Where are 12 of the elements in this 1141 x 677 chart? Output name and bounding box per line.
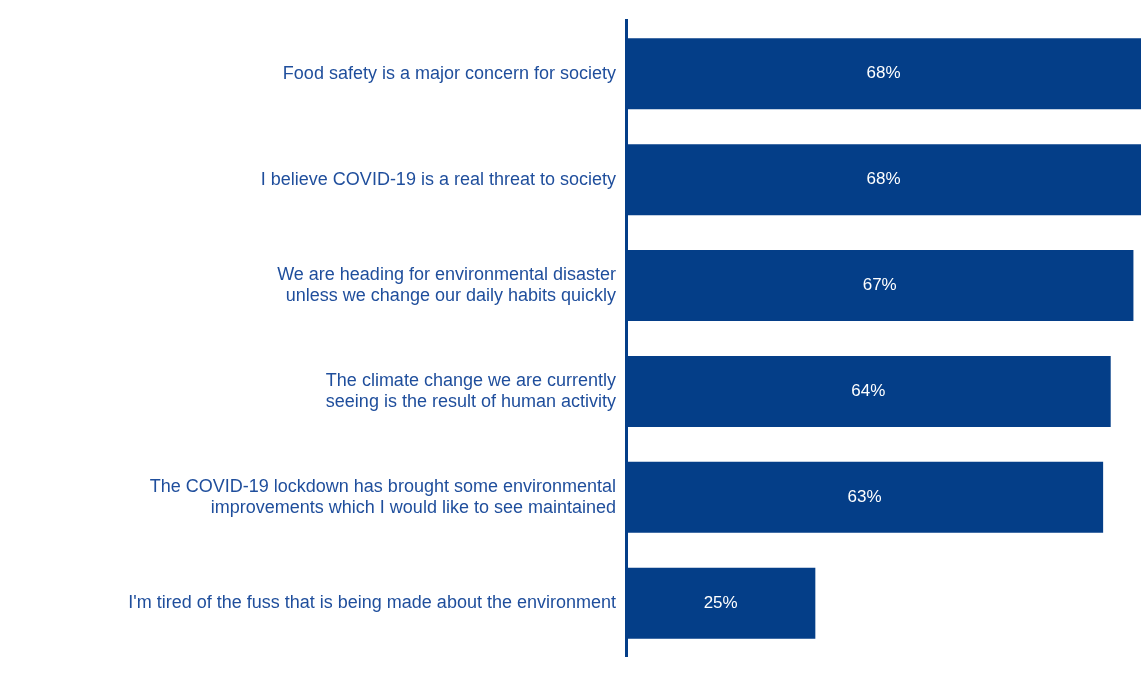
- y-tick-label: The climate change we are currently seeing is the result of human activity: [325, 369, 616, 412]
- y-tick-label: The COVID-19 lockdown has brought some environmental improvements which I would like to see maintained: [149, 475, 616, 518]
- y-tick-label: Food safety is a major concern for society: [282, 62, 616, 83]
- data-label: 64%: [851, 381, 886, 401]
- y-tick-label: I'm tired of the fuss that is being made about the environment: [128, 592, 616, 613]
- data-label: 68%: [866, 169, 901, 189]
- y-tick-label: I believe COVID-19 is a real threat to society: [260, 168, 616, 189]
- data-label: 25%: [703, 592, 738, 612]
- data-label: 68%: [866, 63, 901, 83]
- data-label: 67%: [862, 275, 897, 295]
- y-tick-label: We are heading for environmental disaster unless we change our daily habits quickly: [277, 263, 616, 306]
- data-label: 63%: [847, 487, 882, 507]
